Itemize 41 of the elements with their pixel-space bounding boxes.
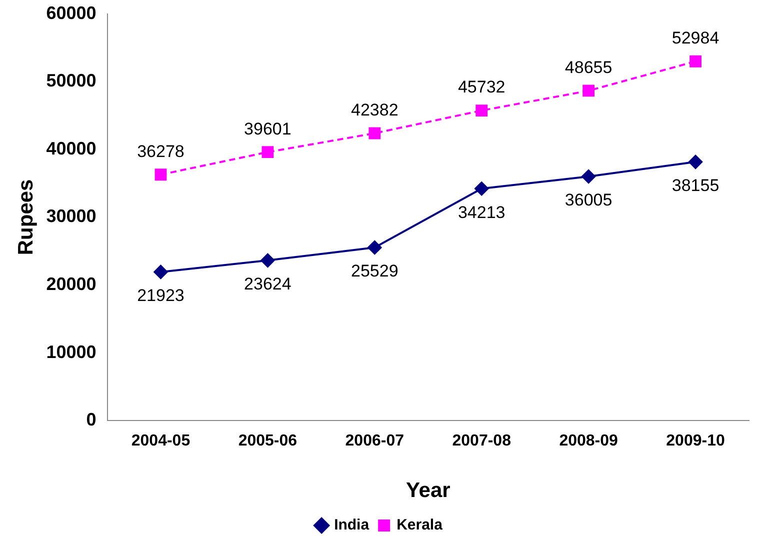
- data-label: 25529: [351, 262, 398, 281]
- x-tick-label: 2005-06: [238, 432, 298, 450]
- y-tick-label: 10000: [46, 342, 96, 362]
- point: [154, 264, 168, 279]
- data-label: 48655: [564, 58, 612, 77]
- point: [368, 240, 382, 255]
- data-label: 42382: [351, 100, 398, 120]
- y-tick-label: 30000: [46, 206, 96, 226]
- y-tick-label: 40000: [46, 138, 96, 158]
- x-tick-label: 2006-07: [345, 432, 404, 450]
- y-tick-label: 50000: [46, 70, 96, 91]
- data-label: 39601: [244, 119, 292, 138]
- data-label: 52984: [672, 28, 720, 48]
- point: [688, 154, 703, 169]
- point: [368, 127, 381, 140]
- point: [476, 104, 488, 116]
- point: [690, 55, 702, 68]
- y-axis-title: Rupees: [14, 179, 38, 256]
- x-tick-label: 2009-10: [666, 432, 725, 450]
- point: [154, 168, 167, 181]
- x-tick-label: 2008-09: [559, 432, 618, 450]
- point: [262, 146, 274, 158]
- y-tick-label: 20000: [46, 274, 96, 294]
- x-axis-title: Year: [406, 479, 450, 502]
- point: [474, 182, 489, 196]
- y-tick-label: 0: [86, 410, 96, 430]
- data-label: 36005: [564, 190, 612, 210]
- data-label: 38155: [672, 176, 720, 196]
- point: [260, 253, 275, 268]
- point: [582, 169, 596, 184]
- data-label: 34213: [458, 202, 506, 222]
- x-tick-label: 2007-08: [452, 432, 512, 450]
- data-label: 21923: [137, 286, 184, 306]
- data-label: 23624: [244, 274, 292, 294]
- data-label: 45732: [458, 78, 506, 97]
- legend-label: Kerala: [396, 516, 444, 534]
- point: [582, 84, 595, 97]
- legend-label: India: [334, 516, 370, 534]
- x-tick-label: 2004-05: [131, 432, 190, 450]
- data-label: 36278: [137, 142, 184, 161]
- y-tick-label: 60000: [46, 2, 96, 23]
